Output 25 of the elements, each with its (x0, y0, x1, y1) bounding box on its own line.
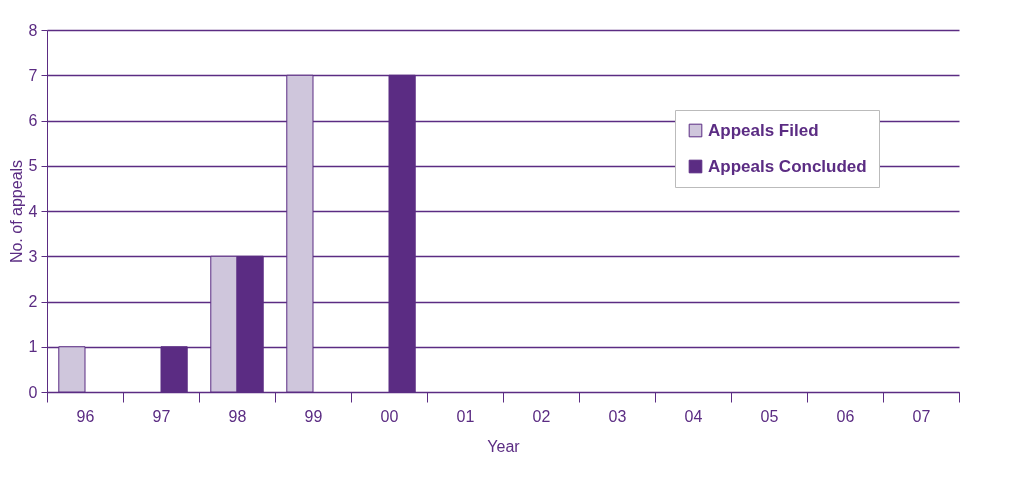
y-tick-label: 5 (28, 157, 38, 175)
x-tick-label: 07 (912, 407, 931, 425)
x-tick-label: 97 (152, 407, 171, 425)
y-axis-title: No. of appeals (7, 159, 25, 264)
y-tick-label: 0 (28, 383, 38, 401)
x-tick-label: 03 (608, 407, 627, 425)
x-tick-label: 98 (228, 407, 247, 425)
x-tick-label: 99 (304, 407, 323, 425)
y-tick-label: 2 (28, 293, 38, 310)
x-tick-label: 04 (684, 407, 703, 425)
legend-label: Appeals Concluded (708, 156, 867, 176)
x-axis-title: Year (487, 437, 521, 455)
x-tick-label: 05 (760, 407, 779, 425)
y-tick-label: 4 (28, 202, 38, 220)
x-tick-label: 00 (380, 407, 399, 425)
y-tick-label: 7 (28, 66, 38, 84)
x-tick-label: 06 (836, 407, 855, 425)
legend-label: Appeals Filed (708, 120, 819, 140)
y-tick-label: 3 (28, 247, 38, 265)
y-tick-label: 1 (28, 338, 38, 356)
y-tick-label: 6 (28, 112, 38, 129)
x-tick-label: 01 (456, 407, 475, 425)
y-tick-label: 8 (28, 21, 38, 39)
x-tick-label: 96 (76, 407, 95, 425)
x-tick-label: 02 (532, 407, 551, 425)
